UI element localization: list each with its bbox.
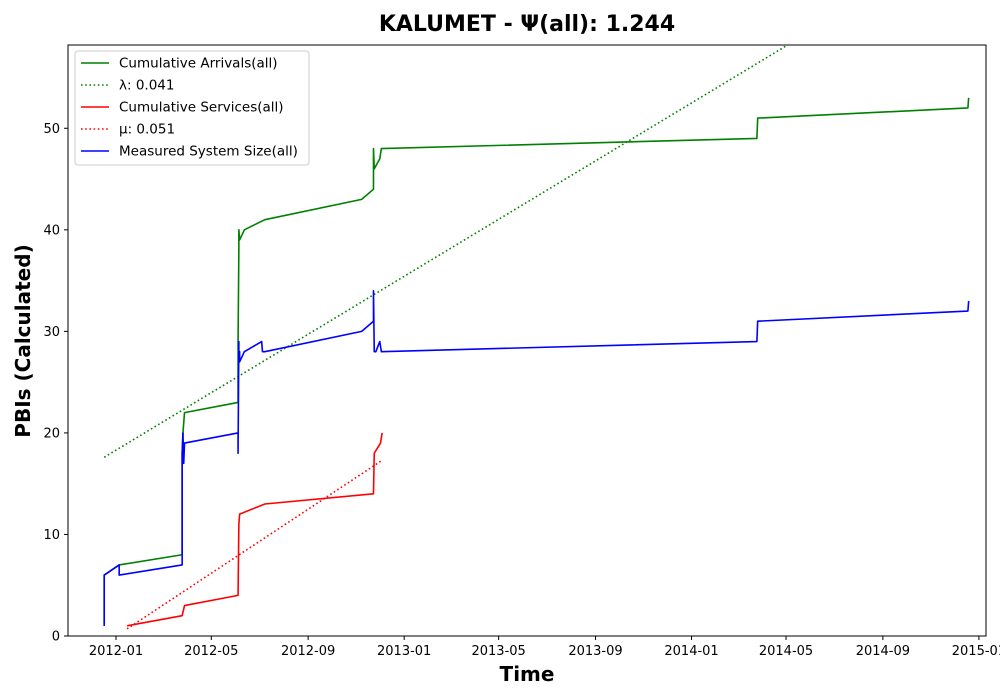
- legend-label-3: Cumulative Services(all): [119, 100, 284, 116]
- y-tick-label: 0: [52, 630, 60, 645]
- x-axis: 2012-01 2012-05 2012-09 2013-01 2013-05 2013-…: [89, 636, 1000, 659]
- x-tick-label: 2015-01: [952, 644, 1000, 659]
- x-tick-label: 2012-01: [89, 644, 143, 659]
- x-tick-label: 2012-05: [184, 644, 238, 659]
- legend-label-5: Measured System Size(all): [119, 144, 298, 160]
- y-tick-label: 30: [43, 325, 60, 340]
- series-line-2: [103, 45, 789, 458]
- y-tick-label: 50: [43, 122, 60, 137]
- legend: Cumulative Arrivals(all) λ: 0.041 Cumulati…: [74, 50, 310, 166]
- legend-label-2: λ: 0.041: [119, 78, 174, 94]
- y-axis: 0 10 20 30 40 50: [43, 122, 68, 645]
- legend-label-4: μ: 0.051: [119, 122, 175, 138]
- y-axis-title: PBIs (Calculated): [11, 244, 35, 437]
- y-tick-label: 40: [43, 223, 60, 238]
- x-tick-label: 2013-05: [471, 644, 525, 659]
- y-tick-label: 20: [43, 426, 60, 441]
- x-tick-label: 2013-09: [568, 644, 622, 659]
- series-line-1: [103, 97, 970, 626]
- series-line-4: [126, 459, 383, 630]
- legend-label-1: Cumulative Arrivals(all): [119, 56, 278, 72]
- x-tick-label: 2014-09: [856, 644, 910, 659]
- series-layer: [103, 45, 970, 630]
- chart-title: KALUMET - Ψ(all): 1.244: [378, 12, 676, 37]
- series-line-5: [103, 289, 970, 626]
- legend-box: [74, 50, 310, 166]
- x-tick-label: 2014-05: [759, 644, 813, 659]
- x-axis-title: Time: [500, 662, 555, 686]
- x-tick-label: 2012-09: [281, 644, 335, 659]
- series-line-3: [126, 432, 383, 627]
- plot-frame: [67, 44, 987, 637]
- y-tick-label: 10: [43, 528, 60, 543]
- x-tick-label: 2013-01: [377, 644, 431, 659]
- x-tick-label: 2014-01: [664, 644, 718, 659]
